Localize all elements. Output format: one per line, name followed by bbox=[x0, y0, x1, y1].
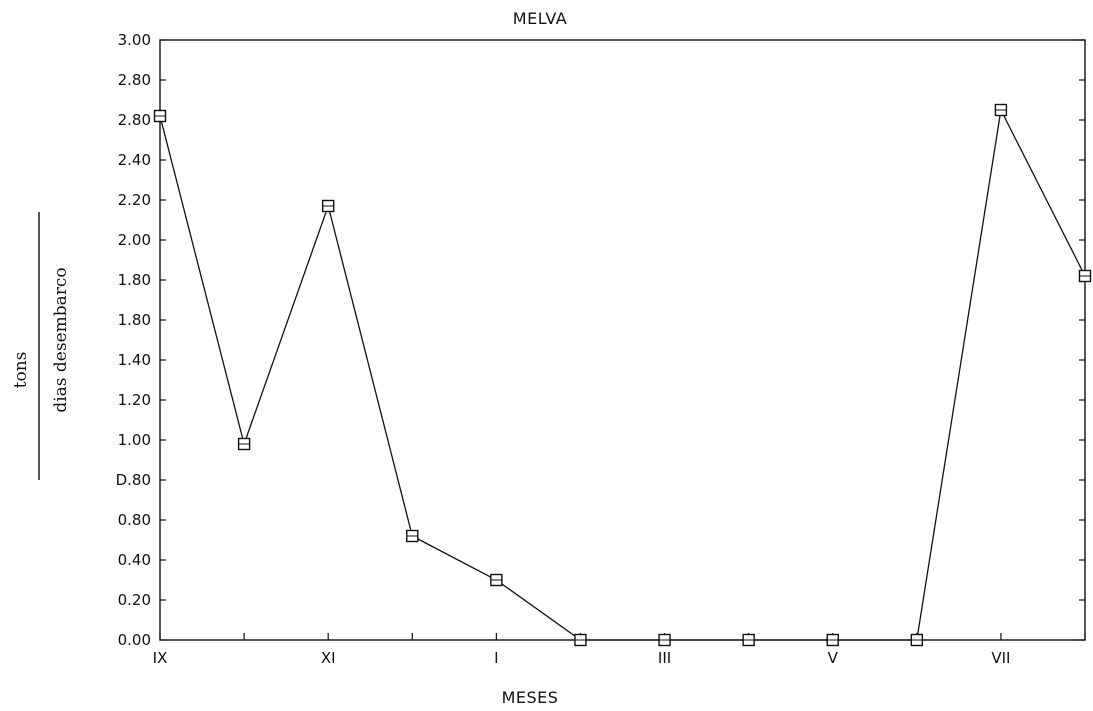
y-tick-label: 2.40 bbox=[118, 151, 151, 169]
y-axis: 0.00 0.20 0.40 0.80 D.80 1.00 1.20 1.40 1.80 1.80… bbox=[116, 31, 1085, 649]
y-tick-label: 0.40 bbox=[118, 551, 151, 569]
y-tick-label: 0.20 bbox=[118, 591, 151, 609]
series-group bbox=[153, 103, 1092, 647]
y-tick-label: 2.80 bbox=[118, 71, 151, 89]
x-tick-label: IX bbox=[153, 649, 168, 667]
y-tick-label: 1.80 bbox=[118, 271, 151, 289]
x-tick-label: V bbox=[828, 649, 839, 667]
y-tick-label: 1.20 bbox=[118, 391, 151, 409]
y-tick-label: D.80 bbox=[116, 471, 151, 489]
y-tick-label: 0.00 bbox=[118, 631, 151, 649]
y-tick-label: 1.40 bbox=[118, 351, 151, 369]
x-tick-label: XI bbox=[321, 649, 336, 667]
y-tick-label: 0.80 bbox=[118, 511, 151, 529]
y-axis-label-denominator: dias desembarco bbox=[51, 267, 71, 412]
x-tick-label: III bbox=[658, 649, 671, 667]
x-tick-label: I bbox=[494, 649, 498, 667]
x-tick-label: VII bbox=[991, 649, 1010, 667]
y-tick-label: 2.20 bbox=[118, 191, 151, 209]
series-line bbox=[159, 107, 1086, 641]
x-axis-label: MESES bbox=[502, 688, 559, 707]
y-axis-label-numerator: tons bbox=[11, 352, 31, 389]
y-tick-label: 1.00 bbox=[118, 431, 151, 449]
y-tick-label: 1.80 bbox=[118, 311, 151, 329]
plot-frame bbox=[159, 39, 1086, 641]
chart-title: MELVA bbox=[513, 9, 567, 28]
x-axis: IX XI I III V VII bbox=[153, 633, 1086, 667]
y-tick-label: 2.00 bbox=[118, 231, 151, 249]
y-tick-label: 3.00 bbox=[118, 31, 151, 49]
y-tick-label: 2.80 bbox=[118, 111, 151, 129]
